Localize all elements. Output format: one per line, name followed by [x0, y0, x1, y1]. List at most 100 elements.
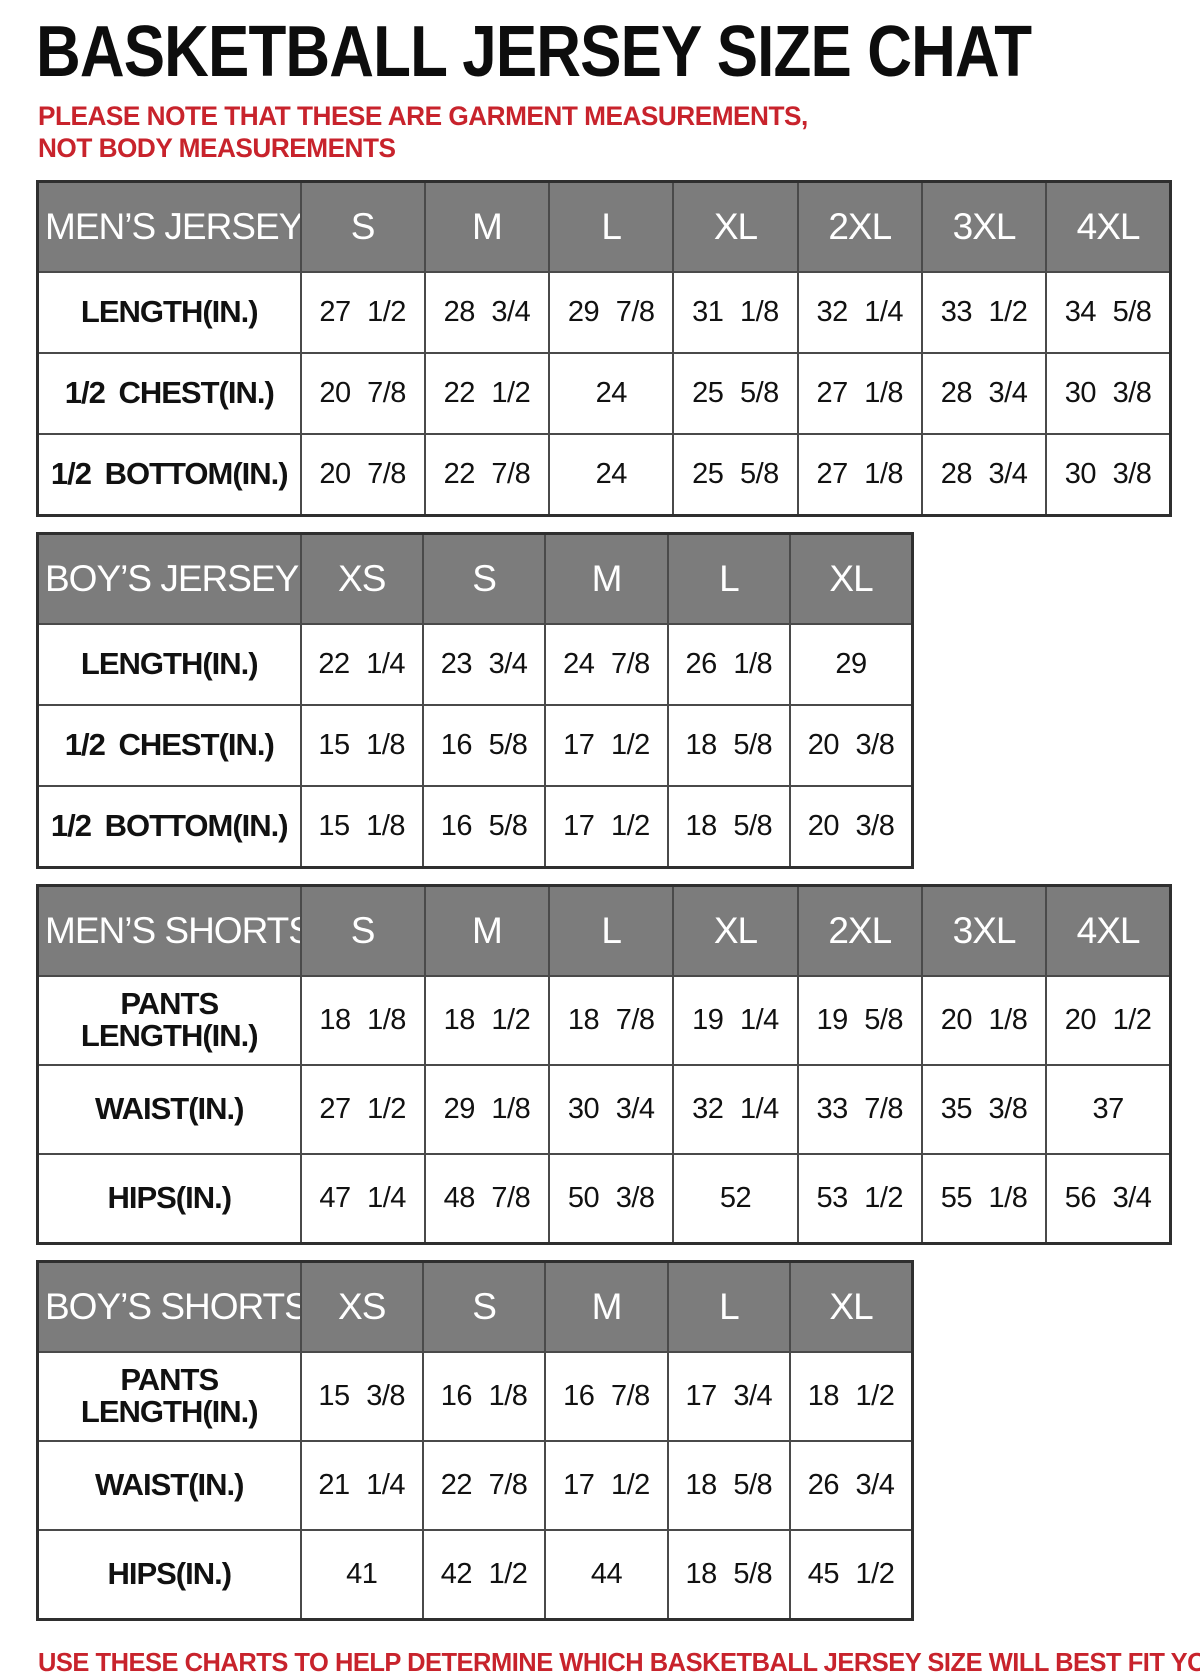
mens-jersey-header-row: MEN’S JERSEY S M L XL 2XL 3XL 4XL: [36, 180, 1172, 273]
value-cell: 47 1/4: [299, 1152, 426, 1245]
garment-measurements-note: PLEASE NOTE THAT THESE ARE GARMENT MEASU…: [38, 101, 808, 164]
value-cell: 20 7/8: [299, 351, 426, 435]
row-label: WAIST(IN.): [36, 1063, 302, 1155]
value-cell: 48 7/8: [423, 1152, 551, 1245]
boys-jersey-measurement-row: 1/2 BOTTOM(IN.) 15 1/8 16 5/8 17 1/2 18 5/8 2…: [36, 784, 914, 869]
mens-shorts-measurement-row: HIPS(IN.) 47 1/4 48 7/8 50 3/8 52 53 1/2 55 1/…: [36, 1152, 1172, 1245]
value-cell: 37: [1045, 1063, 1172, 1155]
boys-jersey-size-header-s: S: [421, 532, 547, 625]
value-cell: 15 1/8: [299, 703, 424, 787]
value-cell: 16 5/8: [421, 703, 547, 787]
boys-jersey-header-row: BOY’S JERSEY XS S M L XL: [36, 532, 914, 625]
footer-note: USE THESE CHARTS TO HELP DETERMINE WHICH…: [38, 1646, 1200, 1677]
mens-shorts-size-header-3xl: 3XL: [920, 884, 1048, 977]
size-table-boys-shorts: BOY’S SHORTS XS S M L XL PANTS LENGTH(IN.) 15 3…: [36, 1259, 914, 1621]
value-cell: 56 3/4: [1045, 1152, 1172, 1245]
value-cell: 18 7/8: [548, 974, 675, 1066]
mens-shorts-measurement-row: WAIST(IN.) 27 1/2 29 1/8 30 3/4 32 1/4 33 7/8…: [36, 1063, 1172, 1155]
value-cell: 17 1/2: [544, 784, 669, 869]
row-label: 1/2 BOTTOM(IN.): [36, 784, 302, 869]
value-cell: 29 1/8: [423, 1063, 551, 1155]
boys-shorts-size-header-s: S: [421, 1260, 547, 1353]
value-cell: 31 1/8: [672, 270, 799, 354]
value-cell: 16 7/8: [544, 1350, 669, 1442]
value-cell: 55 1/8: [920, 1152, 1048, 1245]
boys-jersey-size-header-xs: XS: [299, 532, 424, 625]
boys-shorts-size-header-xl: XL: [789, 1260, 914, 1353]
mens-shorts-size-header-2xl: 2XL: [796, 884, 923, 977]
boys-shorts-size-header-xs: XS: [299, 1260, 424, 1353]
value-cell: 20 3/8: [789, 703, 914, 787]
row-label: PANTS LENGTH(IN.): [36, 974, 302, 1066]
value-cell: 18 1/2: [789, 1350, 914, 1442]
value-cell: 27 1/8: [796, 351, 923, 435]
value-cell: 17 3/4: [666, 1350, 792, 1442]
value-cell: 52: [672, 1152, 799, 1245]
mens-jersey-size-header-l: L: [548, 180, 675, 273]
value-cell: 29: [789, 622, 914, 706]
mens-jersey-size-header-m: M: [423, 180, 551, 273]
value-cell: 18 5/8: [666, 703, 792, 787]
value-cell: 16 1/8: [421, 1350, 547, 1442]
value-cell: 32 1/4: [672, 1063, 799, 1155]
value-cell: 27 1/2: [299, 1063, 426, 1155]
mens-shorts-size-header-s: S: [299, 884, 426, 977]
value-cell: 24 7/8: [544, 622, 669, 706]
mens-shorts-size-header-4xl: 4XL: [1045, 884, 1172, 977]
value-cell: 41: [299, 1528, 424, 1621]
value-cell: 30 3/8: [1045, 432, 1172, 517]
mens-jersey-size-header-xl: XL: [672, 180, 799, 273]
value-cell: 44: [544, 1528, 669, 1621]
mens-jersey-size-header-4xl: 4XL: [1045, 180, 1172, 273]
row-label: 1/2 BOTTOM(IN.): [36, 432, 302, 517]
row-label: HIPS(IN.): [36, 1152, 302, 1245]
value-cell: 26 3/4: [789, 1439, 914, 1531]
size-table-mens-jersey: MEN’S JERSEY S M L XL 2XL 3XL 4XL LENGTH(IN.) 27 …: [36, 179, 1172, 517]
mens-shorts-size-header-xl: XL: [672, 884, 799, 977]
value-cell: 27 1/8: [796, 432, 923, 517]
value-cell: 26 1/8: [666, 622, 792, 706]
value-cell: 18 5/8: [666, 1439, 792, 1531]
boys-shorts-header-row: BOY’S SHORTS XS S M L XL: [36, 1260, 914, 1353]
value-cell: 30 3/8: [1045, 351, 1172, 435]
boys-shorts-measurement-row: WAIST(IN.) 21 1/4 22 7/8 17 1/2 18 5/8 26 3/4: [36, 1439, 914, 1531]
size-table-boys-jersey: BOY’S JERSEY XS S M L XL LENGTH(IN.) 22 1/4 23 3…: [36, 531, 914, 869]
mens-shorts-size-header-m: M: [423, 884, 551, 977]
boys-shorts-size-header-m: M: [544, 1260, 669, 1353]
boys-shorts-measurement-row: HIPS(IN.) 41 42 1/2 44 18 5/8 45 1/2: [36, 1528, 914, 1621]
value-cell: 24: [548, 432, 675, 517]
value-cell: 15 1/8: [299, 784, 424, 869]
value-cell: 22 7/8: [423, 432, 551, 517]
value-cell: 18 1/8: [299, 974, 426, 1066]
value-cell: 18 5/8: [666, 1528, 792, 1621]
value-cell: 17 1/2: [544, 703, 669, 787]
value-cell: 22 1/4: [299, 622, 424, 706]
size-table-mens-shorts: MEN’S SHORTS S M L XL 2XL 3XL 4XL PANTS LENGTH(I…: [36, 883, 1172, 1245]
value-cell: 53 1/2: [796, 1152, 923, 1245]
value-cell: 25 5/8: [672, 351, 799, 435]
value-cell: 17 1/2: [544, 1439, 669, 1531]
value-cell: 32 1/4: [796, 270, 923, 354]
value-cell: 22 7/8: [421, 1439, 547, 1531]
value-cell: 35 3/8: [920, 1063, 1048, 1155]
boys-shorts-size-header-l: L: [666, 1260, 792, 1353]
row-label: LENGTH(IN.): [36, 270, 302, 354]
value-cell: 19 5/8: [796, 974, 923, 1066]
row-label: 1/2 CHEST(IN.): [36, 351, 302, 435]
mens-shorts-title-cell: MEN’S SHORTS: [36, 884, 302, 977]
value-cell: 50 3/8: [548, 1152, 675, 1245]
value-cell: 29 7/8: [548, 270, 675, 354]
mens-jersey-size-header-s: S: [299, 180, 426, 273]
mens-shorts-measurement-row: PANTS LENGTH(IN.) 18 1/8 18 1/2 18 7/8 19 1/…: [36, 974, 1172, 1066]
mens-jersey-measurement-row: 1/2 CHEST(IN.) 20 7/8 22 1/2 24 25 5/8 27 1/8…: [36, 351, 1172, 435]
boys-shorts-measurement-row: PANTS LENGTH(IN.) 15 3/8 16 1/8 16 7/8 17 3/…: [36, 1350, 914, 1442]
size-tables-container: MEN’S JERSEY S M L XL 2XL 3XL 4XL LENGTH(IN.) 27 …: [36, 165, 1174, 1621]
value-cell: 28 3/4: [423, 270, 551, 354]
row-label: HIPS(IN.): [36, 1528, 302, 1621]
value-cell: 25 5/8: [672, 432, 799, 517]
mens-shorts-header-row: MEN’S SHORTS S M L XL 2XL 3XL 4XL: [36, 884, 1172, 977]
value-cell: 33 7/8: [796, 1063, 923, 1155]
value-cell: 15 3/8: [299, 1350, 424, 1442]
value-cell: 28 3/4: [920, 351, 1048, 435]
